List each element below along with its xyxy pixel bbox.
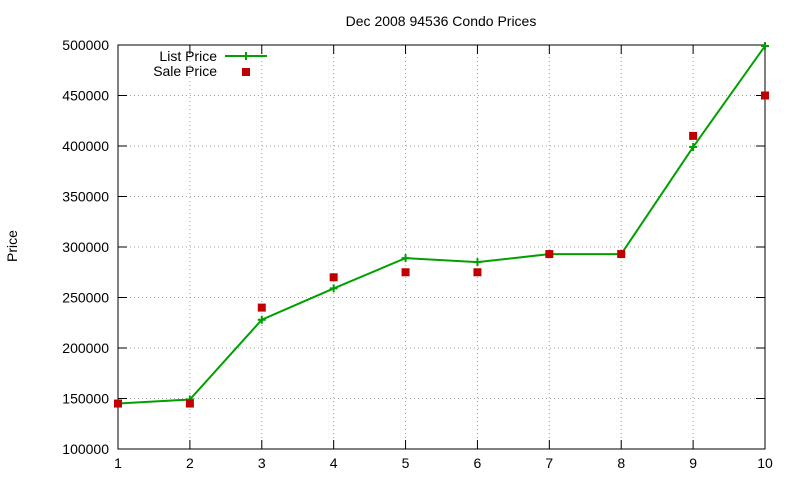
list-price-point bbox=[473, 258, 482, 267]
y-tick-label: 300000 bbox=[62, 239, 109, 255]
sale-price-point bbox=[401, 268, 410, 277]
x-tick-label: 8 bbox=[617, 455, 625, 471]
legend-marker-sale-price bbox=[242, 68, 250, 76]
list-price-point bbox=[761, 42, 769, 51]
plot-border bbox=[117, 44, 766, 450]
x-tick-label: 7 bbox=[545, 455, 553, 471]
y-tick-label: 250000 bbox=[62, 290, 109, 306]
list-price-point bbox=[689, 143, 698, 152]
x-tick-label: 10 bbox=[757, 455, 773, 471]
legend-marker-list-price bbox=[242, 52, 250, 60]
sale-price-point bbox=[114, 399, 122, 408]
x-tick-label: 5 bbox=[402, 455, 410, 471]
x-tick-label: 1 bbox=[114, 455, 122, 471]
sale-price-point bbox=[257, 303, 266, 312]
y-axis-label: Price bbox=[4, 230, 20, 262]
y-tick-label: 500000 bbox=[62, 37, 109, 53]
y-tick-label: 400000 bbox=[62, 138, 109, 154]
x-tick-label: 4 bbox=[330, 455, 338, 471]
x-tick-label: 9 bbox=[689, 455, 697, 471]
y-tick-label: 200000 bbox=[62, 340, 109, 356]
y-tick-label: 150000 bbox=[62, 391, 109, 407]
x-tick-label: 6 bbox=[474, 455, 482, 471]
x-tick-label: 3 bbox=[258, 455, 266, 471]
legend-plus-marker bbox=[242, 52, 250, 60]
series-layer bbox=[114, 42, 769, 408]
axis-ticks: 100000 150000 200000 250000 300000 350000 4000… bbox=[62, 37, 773, 471]
sale-price-point bbox=[329, 273, 338, 282]
sale-price-point bbox=[545, 250, 554, 259]
list-price-line bbox=[117, 45, 766, 405]
y-tick-label: 350000 bbox=[62, 189, 109, 205]
legend-label-list-price: List Price bbox=[159, 48, 217, 64]
list-price-point bbox=[401, 254, 410, 263]
sale-price-point bbox=[761, 91, 769, 100]
list-price-point bbox=[257, 315, 266, 324]
sale-price-point bbox=[473, 268, 482, 277]
y-tick-label: 100000 bbox=[62, 441, 109, 457]
sale-price-point bbox=[185, 399, 194, 408]
y-tick-label: 450000 bbox=[62, 88, 109, 104]
legend: List Price Sale Price bbox=[153, 48, 267, 79]
chart-title: Dec 2008 94536 Condo Prices bbox=[346, 13, 537, 29]
grid-lines bbox=[118, 45, 765, 449]
list-price-point bbox=[329, 284, 338, 293]
sale-price-point bbox=[689, 131, 698, 140]
legend-label-sale-price: Sale Price bbox=[153, 63, 217, 79]
sale-price-point bbox=[617, 250, 626, 259]
x-tick-label: 2 bbox=[186, 455, 194, 471]
